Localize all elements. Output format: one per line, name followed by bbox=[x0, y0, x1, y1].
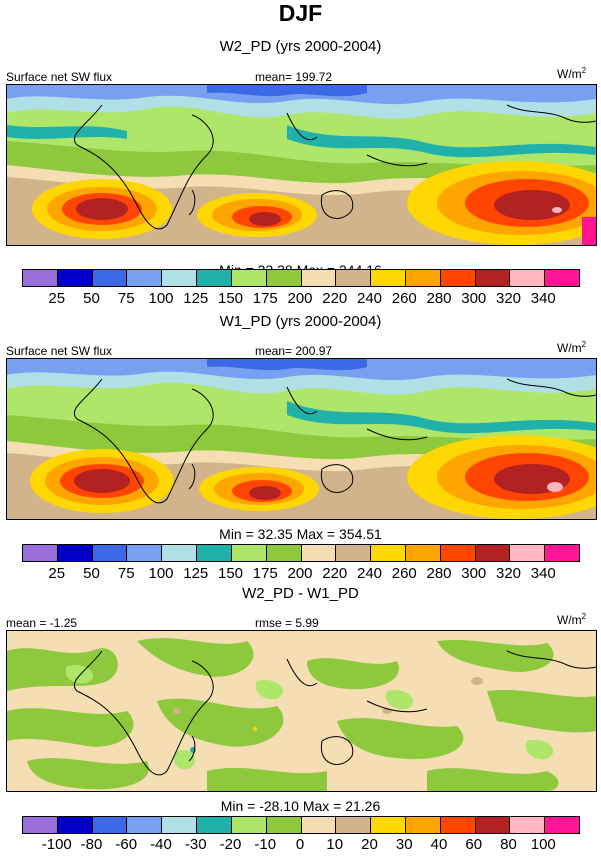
tick-label: 175 bbox=[252, 565, 278, 582]
tick-label: -30 bbox=[184, 836, 207, 853]
panel-3-colorbar bbox=[22, 816, 580, 834]
tick-label: 60 bbox=[465, 836, 483, 853]
panel-2-title: W1_PD (yrs 2000-2004) bbox=[219, 313, 382, 330]
panel-1-variable-label: Surface net SW flux bbox=[6, 70, 113, 84]
tick-label: 200 bbox=[287, 565, 313, 582]
main-title: DJF bbox=[278, 0, 323, 26]
panel-2-colorbar bbox=[22, 544, 580, 562]
tick-label: 340 bbox=[530, 565, 556, 582]
panel-1-mean-label: mean= 199.72 bbox=[255, 70, 333, 84]
panel-3-colorbar-ticks: -100 -80 -60 -40 -30 -20 -10 0 10 20 30 … bbox=[22, 836, 578, 853]
panel-2-variable-label: Surface net SW flux bbox=[6, 344, 113, 358]
tick-label: 240 bbox=[356, 290, 383, 307]
tick-label: 40 bbox=[430, 836, 448, 853]
panel-1-colorbar bbox=[22, 269, 580, 287]
tick-label: 0 bbox=[295, 836, 305, 853]
tick-label: 10 bbox=[326, 836, 344, 853]
panel-3-field bbox=[7, 631, 596, 791]
tick-label: 80 bbox=[500, 836, 517, 853]
tick-label: -100 bbox=[41, 836, 72, 853]
tick-label: 280 bbox=[426, 565, 452, 582]
tick-label: 125 bbox=[183, 290, 209, 307]
tick-label: 75 bbox=[117, 565, 135, 582]
tick-label: -20 bbox=[219, 836, 242, 853]
tick-label: 100 bbox=[148, 565, 174, 582]
panel-1-map bbox=[6, 84, 597, 246]
panel-3-mean-label: mean = -1.25 bbox=[6, 616, 78, 630]
tick-label: 220 bbox=[322, 565, 348, 582]
tick-label: 25 bbox=[48, 565, 66, 582]
panel-2-colorbar-ticks: 25 50 75 100 125 150 175 200 220 240 260… bbox=[22, 565, 578, 582]
tick-label: 150 bbox=[217, 290, 244, 307]
panel-1-units: W/m2 bbox=[557, 66, 587, 81]
panel-2-map bbox=[6, 358, 597, 520]
tick-label: 240 bbox=[356, 565, 383, 582]
panel-3-units: W/m2 bbox=[557, 612, 587, 627]
tick-label: -10 bbox=[254, 836, 277, 853]
tick-label: 320 bbox=[495, 290, 522, 307]
panel-3-minmax: Min = -28.10 Max = 21.26 bbox=[220, 798, 381, 814]
panel-3-title: W2_PD - W1_PD bbox=[242, 585, 359, 602]
tick-label: 50 bbox=[83, 565, 100, 582]
tick-label: 300 bbox=[461, 565, 487, 582]
tick-label: 260 bbox=[391, 565, 417, 582]
tick-label: -80 bbox=[80, 836, 103, 853]
tick-label: 260 bbox=[391, 290, 417, 307]
tick-label: 200 bbox=[287, 290, 313, 307]
tick-label: -40 bbox=[150, 836, 172, 853]
tick-label: 320 bbox=[495, 565, 522, 582]
tick-label: 340 bbox=[530, 290, 556, 307]
panel-1-field bbox=[7, 85, 596, 245]
tick-label: 75 bbox=[117, 290, 135, 307]
tick-label: 25 bbox=[48, 290, 66, 307]
tick-label: 20 bbox=[361, 836, 378, 853]
panel-1-title: W2_PD (yrs 2000-2004) bbox=[219, 38, 382, 55]
panel-3-rmse-label: rmse = 5.99 bbox=[255, 616, 319, 630]
panel-2-minmax: Min = 32.35 Max = 354.51 bbox=[219, 526, 382, 542]
tick-label: 150 bbox=[217, 565, 244, 582]
tick-label: 175 bbox=[252, 290, 278, 307]
panel-2-field bbox=[7, 359, 596, 519]
tick-label: 300 bbox=[461, 290, 487, 307]
tick-label: 50 bbox=[83, 290, 100, 307]
tick-label: 220 bbox=[322, 290, 348, 307]
tick-label: 30 bbox=[395, 836, 413, 853]
tick-label: 280 bbox=[426, 290, 452, 307]
tick-label: 125 bbox=[183, 565, 209, 582]
panel-3-map bbox=[6, 630, 597, 792]
tick-label: 100 bbox=[148, 290, 174, 307]
tick-label: -60 bbox=[115, 836, 138, 853]
panel-2-mean-label: mean= 200.97 bbox=[255, 344, 333, 358]
panel-2-units: W/m2 bbox=[557, 340, 587, 355]
panel-1-colorbar-ticks: 25 50 75 100 125 150 175 200 220 240 260… bbox=[22, 290, 578, 307]
tick-label: 100 bbox=[530, 836, 556, 853]
